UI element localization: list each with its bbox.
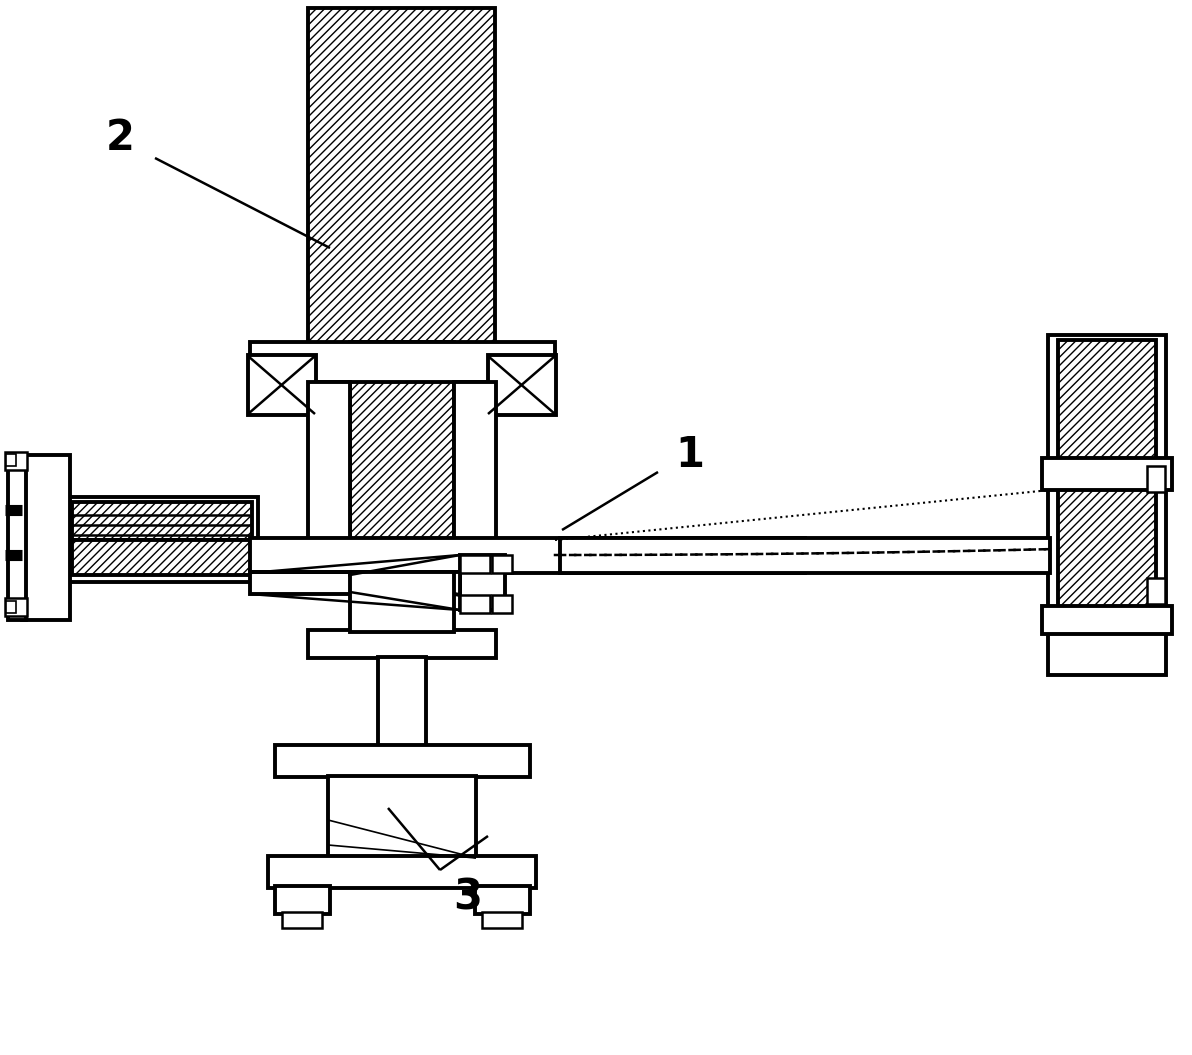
Bar bbox=[21, 455, 70, 620]
Bar bbox=[308, 382, 350, 542]
Bar bbox=[560, 538, 1050, 573]
Bar bbox=[482, 912, 522, 928]
Bar bbox=[474, 886, 530, 914]
Bar bbox=[283, 912, 322, 928]
Bar bbox=[378, 657, 426, 747]
Bar bbox=[308, 8, 495, 343]
Text: 2: 2 bbox=[106, 117, 135, 159]
Bar bbox=[5, 452, 27, 469]
Text: 1: 1 bbox=[676, 434, 704, 476]
Bar bbox=[63, 497, 257, 582]
Bar bbox=[250, 572, 460, 594]
Bar bbox=[248, 354, 316, 415]
Bar bbox=[1042, 606, 1172, 634]
Bar bbox=[72, 502, 252, 540]
Bar bbox=[275, 745, 530, 776]
Bar bbox=[6, 601, 15, 613]
Bar bbox=[1048, 335, 1166, 675]
Bar bbox=[492, 595, 513, 613]
Bar bbox=[492, 555, 513, 573]
Bar bbox=[308, 630, 496, 658]
Bar bbox=[1147, 466, 1165, 492]
Bar bbox=[8, 455, 26, 620]
Bar bbox=[5, 598, 27, 616]
Bar bbox=[1147, 578, 1165, 605]
Text: 3: 3 bbox=[453, 877, 483, 919]
Bar bbox=[454, 382, 496, 542]
Bar bbox=[460, 555, 490, 573]
Bar bbox=[6, 454, 15, 466]
Bar bbox=[350, 572, 454, 632]
Bar bbox=[460, 595, 490, 613]
Bar bbox=[460, 555, 505, 610]
Bar bbox=[350, 342, 454, 542]
Bar bbox=[275, 886, 330, 914]
Bar bbox=[1058, 340, 1156, 460]
Bar bbox=[250, 538, 805, 573]
Bar bbox=[328, 776, 476, 858]
Bar bbox=[1058, 488, 1156, 608]
Bar bbox=[488, 354, 555, 415]
Bar bbox=[1042, 458, 1172, 490]
Bar bbox=[72, 540, 252, 575]
Bar bbox=[250, 342, 555, 382]
Bar bbox=[268, 856, 536, 888]
Polygon shape bbox=[250, 572, 460, 595]
